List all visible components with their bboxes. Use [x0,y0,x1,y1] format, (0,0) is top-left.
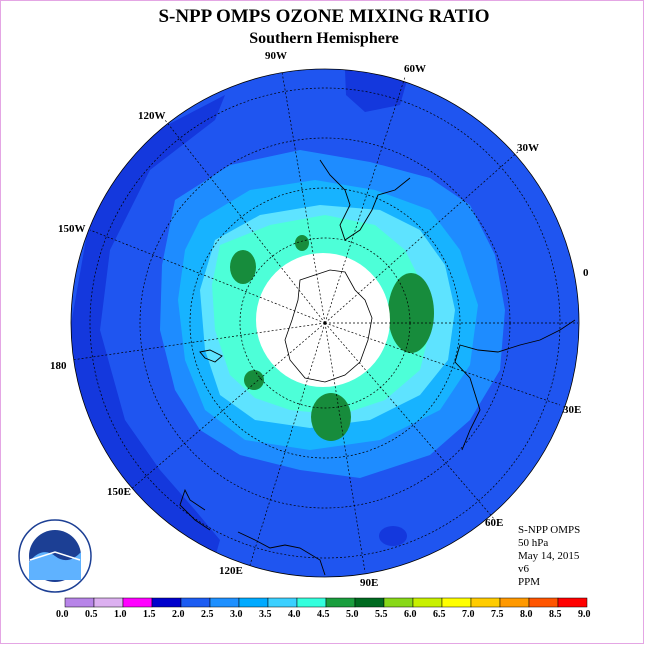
australia-coast [237,531,326,576]
info-date: May 14, 2015 [518,550,580,562]
colorbar-tick-label: 4.0 [288,609,301,620]
ozone-band-4-5-east [388,273,434,353]
colorbar-tick-label: 0.5 [85,609,98,620]
colorbar-swatch [296,597,327,608]
info-level: 50 hPa [518,537,549,549]
colorbar-swatch [209,597,240,608]
colorbar-swatch [267,597,298,608]
noaa-logo [18,519,92,593]
colorbar-swatch [499,597,530,608]
chart-title: S-NPP OMPS OZONE MIXING RATIO [158,6,490,27]
lon-label-60e: 60E [485,517,504,529]
lon-label-90w: 90W [265,50,287,62]
colorbar-tick-label: 6.5 [433,609,446,620]
ozone-band-1-5 [71,95,225,575]
colorbar-tick-label: 1.5 [143,609,156,620]
colorbar-tick-label: 2.0 [172,609,185,620]
colorbar-swatch [64,597,95,608]
colorbar-swatch [441,597,472,608]
colorbar-tick-label: 2.5 [201,609,214,620]
info-instrument: S-NPP OMPS [518,524,581,536]
lon-label-30w: 30W [517,142,539,154]
chart-subtitle: Southern Hemisphere [249,30,399,47]
new-zealand-coast [179,488,211,531]
colorbar-swatch [412,597,443,608]
colorbar-tick-label: 3.5 [259,609,272,620]
colorbar-swatch [180,597,211,608]
colorbar-swatch [383,597,414,608]
ozone-band-1-5-patch [379,526,407,546]
lon-label-0: 0 [583,267,589,279]
lon-label-150e: 150E [107,486,131,498]
map-outline [70,68,580,578]
africa-coast [454,319,576,451]
lon-label-60w: 60W [404,63,426,75]
lon-label-150w: 150W [58,223,86,235]
ozone-band-4-5-spot-b [295,235,309,251]
lon-label-120w: 120W [138,110,166,122]
colorbar-swatch [470,597,501,608]
colorbar-tick-label: 5.5 [375,609,388,620]
lon-label-120e: 120E [219,565,243,577]
colorbar-swatch [93,597,124,608]
lon-label-30e: 30E [563,404,582,416]
lon-label-180: 180 [50,360,67,372]
ozone-band-4-5-south [311,393,351,441]
info-version: v6 [518,563,529,575]
colorbar-swatch [557,597,588,608]
colorbar-tick-label: 8.0 [520,609,533,620]
colorbar-tick-label: 8.5 [549,609,562,620]
colorbar-tick-label: 4.5 [317,609,330,620]
ozone-band-1-5-north [345,70,410,112]
colorbar-swatch [151,597,182,608]
islands-180 [199,349,223,363]
colorbar-swatch [528,597,559,608]
colorbar-tick-label: 7.5 [491,609,504,620]
lon-label-90e: 90E [360,577,379,589]
colorbar-tick-label: 3.0 [230,609,243,620]
colorbar-swatch [238,597,269,608]
colorbar-tick-label: 1.0 [114,609,127,620]
colorbar-swatch [122,597,153,608]
ozone-band-4-5-spot-a [244,370,264,390]
ozone-band-4-5-west [230,250,256,284]
south-america-coast [319,159,411,241]
colorbar-tick-label: 5.0 [346,609,359,620]
colorbar-swatch [325,597,356,608]
colorbar-tick-label: 0.0 [56,609,69,620]
polar-night-hole [256,253,390,387]
info-block: S-NPP OMPS 50 hPa May 14, 2015 v6 PPM [518,524,580,589]
antarctica-coastline [284,269,373,383]
colorbar-tick-label: 9.0 [578,609,591,620]
colorbar-swatch [354,597,385,608]
colorbar-tick-label: 7.0 [462,609,475,620]
info-units: PPM [518,576,541,588]
colorbar-tick-label: 6.0 [404,609,417,620]
